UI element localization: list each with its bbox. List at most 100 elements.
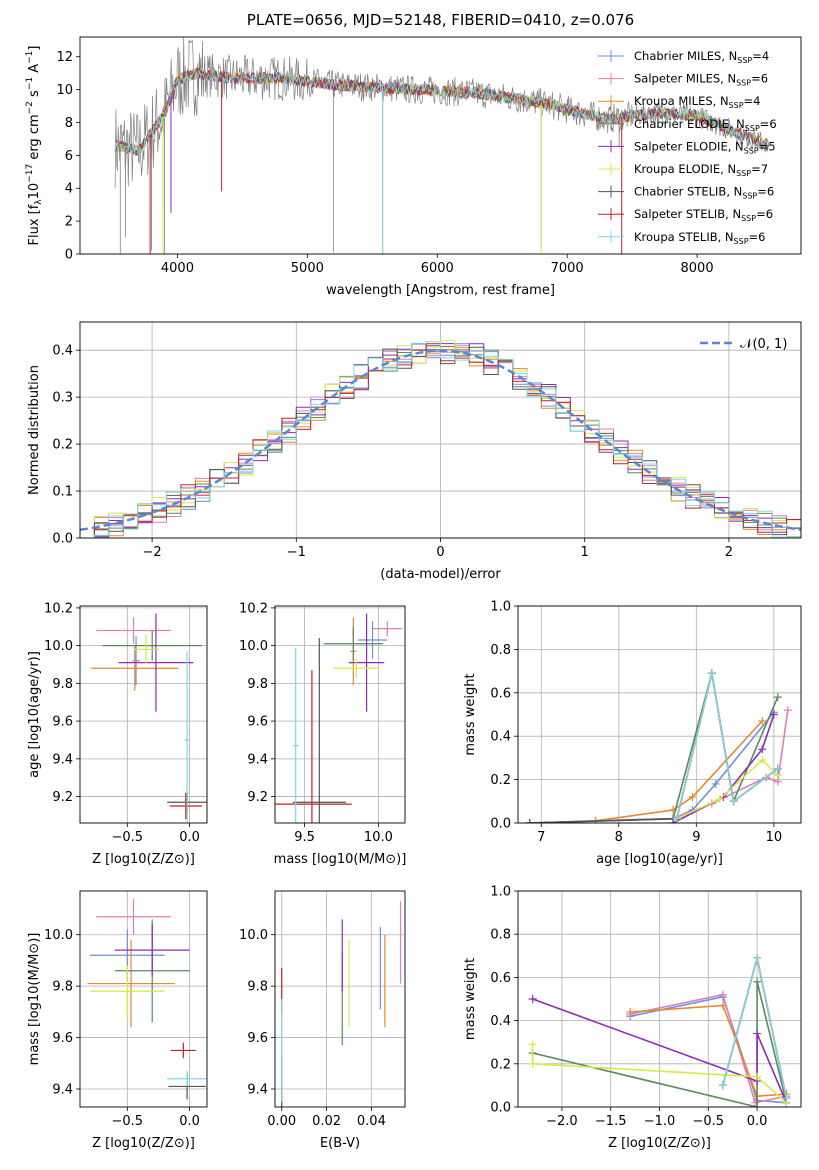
weight-line-kroupa_stelib (676, 673, 779, 819)
x-axis-label: E(B-V) (320, 1136, 360, 1151)
legend-label-kroupa_miles: Kroupa MILES, NSSP=4 (634, 94, 760, 110)
y-tick-label: 0.8 (490, 928, 511, 943)
x-axis-label: (data-model)/error (380, 567, 501, 582)
axes-age-vs-Z: −0.5 0.0 9.2 9.4 9.6 9.8 10.0 10.2 Z [log10(Z/Z⊙… (27, 601, 208, 867)
weight-point-kroupa_miles (626, 1007, 635, 1016)
y-tick-label: 10.2 (239, 601, 268, 616)
y-tick-label: 0.4 (490, 730, 511, 745)
y-tick-label: 1.0 (490, 600, 511, 615)
legend-label-chabrier_elodie: Chabrier ELODIE, NSSP=6 (634, 117, 777, 133)
y-tick-label: 10.0 (44, 928, 73, 943)
weight-point-kroupa_elodie (753, 1072, 762, 1081)
y-tick-label: 9.8 (247, 980, 268, 995)
y-tick-label: 9.6 (247, 1031, 268, 1046)
errorbar-salpeter_elodie (118, 613, 194, 712)
x-tick-label: 10 (766, 830, 783, 845)
y-tick-label: 9.8 (52, 677, 73, 692)
x-tick-label: −0.5 (693, 1114, 725, 1129)
x-tick-label: 7000 (551, 261, 584, 276)
weight-line-chabrier_miles (529, 711, 775, 823)
weight-line-kroupa_miles (595, 720, 763, 822)
x-tick-label: −2 (143, 545, 162, 560)
y-tick-label: 10.0 (239, 639, 268, 654)
errorbar-salpeter_elodie (114, 924, 190, 976)
x-tick-label: 2 (725, 545, 733, 560)
errorbar-salpeter_elodie (348, 613, 385, 712)
weight-line-chabrier_elodie (529, 673, 779, 823)
errorbar-chabrier_stelib (292, 638, 346, 823)
y-tick-label: 9.8 (52, 980, 73, 995)
x-tick-label: 0.0 (747, 1114, 768, 1129)
errorbar-kroupa_elodie (89, 965, 165, 1017)
axes-weight-vs-Z: −2.0 −1.5 −1.0 −0.5 0.0 0.0 0.2 0.4 0.6 0.8 1.0 Z [… (463, 885, 802, 1151)
y-axis-label: Normed distribution (27, 365, 42, 495)
y-tick-label: 0.4 (52, 344, 73, 359)
axes-frame (79, 890, 208, 1108)
errorbar-chabrier_miles (357, 621, 388, 659)
y-tick-label: 9.4 (52, 752, 73, 767)
legend-label-chabrier_miles: Chabrier MILES, NSSP=4 (634, 49, 769, 65)
y-tick-label: 0.8 (490, 643, 511, 658)
x-tick-label: −1.5 (595, 1114, 627, 1129)
axes-weight-vs-age: 7 8 9 10 0.0 0.2 0.4 0.6 0.8 1.0 age [log10(age/yr… (463, 600, 802, 867)
legend-label-kroupa_elodie: Kroupa ELODIE, NSSP=7 (634, 162, 768, 178)
errorbar-kroupa_elodie (133, 634, 159, 665)
x-axis-label: Z [log10(Z/Z⊙)] (92, 852, 195, 867)
y-axis-label: mass [log10(M/M⊙)] (27, 933, 42, 1066)
weight-line-chabrier_stelib (529, 673, 779, 823)
axes-mass-vs-ebv: 0.00 0.02 0.04 9.4 9.6 9.8 10.0 E(B-V) (239, 890, 406, 1151)
y-tick-label: 9.4 (247, 752, 268, 767)
y-tick-label: 0.2 (490, 773, 511, 788)
weight-point-salpeter_miles (718, 990, 727, 999)
weight-point-kroupa_elodie (715, 795, 724, 804)
weight-point-salpeter_elodie (528, 995, 537, 1003)
weight-point-kroupa_stelib (753, 953, 762, 962)
x-axis-label: Z [log10(Z/Z⊙)] (92, 1136, 195, 1151)
y-tick-label: 9.6 (247, 715, 268, 730)
axes-spectrum: 4000 5000 6000 7000 8000 0 2 4 6 8 10 12 wavelength … (25, 36, 802, 298)
errorbar-kroupa_stelib (167, 1071, 207, 1087)
y-tick-label: 12 (56, 50, 73, 65)
x-axis-label: Z [log10(Z/Z⊙)] (608, 1136, 711, 1151)
weight-point-chabrier_elodie (753, 1103, 762, 1107)
errorbar-salpeter_stelib (169, 792, 203, 820)
y-tick-label: 0.6 (490, 971, 511, 986)
weight-point-chabrier_stelib (525, 819, 534, 823)
weight-line-salpeter_elodie (532, 998, 788, 1104)
weight-point-kroupa_miles (718, 1001, 727, 1010)
weight-point-kroupa_stelib (773, 764, 782, 773)
weight-point-kroupa_stelib (718, 1081, 727, 1090)
axes-frame (274, 605, 406, 824)
x-tick-label: −2.0 (546, 1114, 578, 1129)
y-axis-label: age [log10(age/yr)] (27, 651, 42, 778)
normal-curve (80, 349, 801, 532)
weight-lines-weight-vs-age (525, 669, 792, 823)
y-tick-label: 0.1 (52, 485, 73, 500)
y-tick-label: 0.0 (490, 1101, 511, 1116)
x-tick-label: 8000 (681, 261, 714, 276)
y-tick-label: 4 (65, 182, 73, 197)
errorbar-chabrier_miles (132, 636, 140, 686)
x-tick-label: −1.0 (644, 1114, 676, 1129)
weight-point-chabrier_elodie (773, 693, 782, 702)
weight-point-kroupa_stelib (707, 669, 716, 678)
y-tick-label: 9.6 (52, 1031, 73, 1046)
x-tick-label: 0.02 (312, 1114, 341, 1129)
y-axis-label: mass weight (463, 958, 478, 1040)
x-tick-label: 10.0 (364, 830, 393, 845)
x-tick-label: 0.04 (357, 1114, 386, 1129)
y-tick-label: 9.4 (247, 1083, 268, 1098)
weight-point-chabrier_elodie (753, 977, 762, 986)
weight-lines-weight-vs-Z (528, 953, 791, 1107)
y-tick-label: 9.2 (247, 790, 268, 805)
x-tick-label: −0.5 (112, 1114, 144, 1129)
y-tick-label: 0.2 (52, 438, 73, 453)
y-tick-label: 0.0 (52, 532, 73, 547)
weight-point-salpeter_elodie (753, 1029, 762, 1038)
y-tick-label: 1.0 (490, 885, 511, 900)
x-axis-label: mass [log10(M/M⊙)] (274, 852, 407, 867)
axes-frame (517, 890, 802, 1108)
weight-point-chabrier_miles (711, 779, 720, 788)
errorbar-kroupa_elodie (334, 658, 379, 678)
